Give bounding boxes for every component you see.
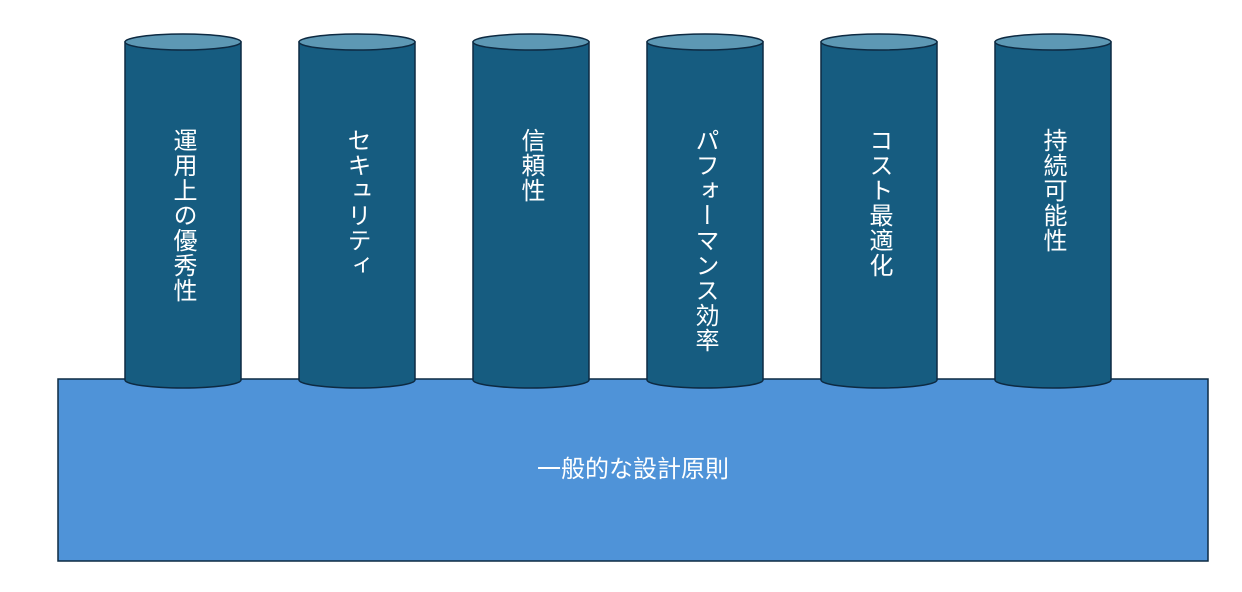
pillar-body <box>124 41 242 389</box>
pillar-body <box>646 41 764 389</box>
pillar: 運用上の優秀性 <box>124 33 242 389</box>
pillar: 信頼性 <box>472 33 590 389</box>
foundation: 一般的な設計原則 <box>57 378 1209 562</box>
pillar: 持続可能性 <box>994 33 1112 389</box>
foundation-label: 一般的な設計原則 <box>537 455 729 483</box>
pillar-top <box>646 33 764 51</box>
pillar-label: 運用上の優秀性 <box>169 128 197 303</box>
pillar: コスト最適化 <box>820 33 938 389</box>
pillar: パフォーマンス効率 <box>646 33 764 389</box>
pillar-top <box>472 33 590 51</box>
pillar-body <box>298 41 416 389</box>
pillar-label: コスト最適化 <box>865 128 893 278</box>
pillars: 運用上の優秀性 セキュリティ 信頼性 パフォーマンス効率 コスト最適化 持続可能性 <box>124 33 1112 389</box>
pillar-top <box>820 33 938 51</box>
pillar-body <box>994 41 1112 389</box>
pillar-label: パフォーマンス効率 <box>691 128 719 353</box>
pillar: セキュリティ <box>298 33 416 389</box>
pillar-body <box>472 41 590 389</box>
pillar-label: 持続可能性 <box>1039 128 1067 253</box>
pillar-body <box>820 41 938 389</box>
pillar-top <box>994 33 1112 51</box>
pillar-top <box>124 33 242 51</box>
pillar-top <box>298 33 416 51</box>
foundation-box <box>57 378 1209 562</box>
pillar-label: セキュリティ <box>343 128 371 278</box>
pillar-label: 信頼性 <box>517 128 545 203</box>
